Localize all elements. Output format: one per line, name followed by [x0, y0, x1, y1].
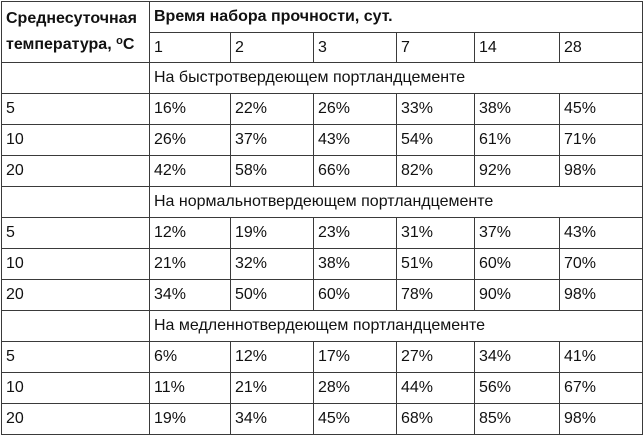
strength-value-cell: 98% [558, 155, 643, 187]
strength-value-cell: 98% [558, 403, 643, 435]
strength-value-cell: 70% [558, 248, 643, 280]
strength-value-cell: 12% [230, 341, 314, 373]
strength-value-cell: 26% [149, 124, 231, 156]
section-blank-cell [1, 310, 150, 342]
strength-value-cell: 43% [313, 124, 397, 156]
temperature-header-label: Среднесуточная температура, [6, 10, 137, 53]
strength-value-cell: 61% [474, 124, 560, 156]
strength-value-cell: 44% [396, 372, 475, 404]
strength-value-cell: 43% [558, 217, 643, 249]
table-row: 5 12% 19% 23% 31% 37% 43% [1, 217, 643, 249]
strength-value-cell: 41% [558, 341, 643, 373]
temperature-cell: 20 [1, 403, 150, 435]
section-row: На быстротвердеющем портландцементе [1, 62, 643, 94]
strength-value-cell: 58% [230, 155, 314, 187]
strength-value-cell: 56% [474, 372, 560, 404]
strength-value-cell: 50% [230, 279, 314, 311]
table-row: 5 16% 22% 26% 33% 38% 45% [1, 93, 643, 125]
table-row: 5 6% 12% 17% 27% 34% 41% [1, 341, 643, 373]
strength-value-cell: 34% [149, 279, 231, 311]
day-header-cell: 7 [396, 32, 475, 63]
degree-sign: о [116, 35, 123, 47]
temperature-column-header: Среднесуточная температура, оС [1, 1, 150, 63]
day-header-cell: 3 [313, 32, 397, 63]
section-blank-cell [1, 186, 150, 218]
strength-value-cell: 38% [474, 93, 560, 125]
day-header-cell: 28 [558, 32, 643, 63]
strength-value-cell: 98% [558, 279, 643, 311]
table-row: 20 19% 34% 45% 68% 85% 98% [1, 403, 643, 435]
temperature-cell: 20 [1, 155, 150, 187]
strength-value-cell: 12% [149, 217, 231, 249]
section-title: На медленнотвердеющем портландцементе [148, 310, 643, 342]
strength-value-cell: 66% [313, 155, 397, 187]
strength-value-cell: 67% [558, 372, 643, 404]
strength-value-cell: 17% [313, 341, 397, 373]
strength-value-cell: 22% [230, 93, 314, 125]
table-row: 20 34% 50% 60% 78% 90% 98% [1, 279, 643, 311]
temperature-cell: 5 [1, 217, 150, 249]
strength-value-cell: 45% [558, 93, 643, 125]
temperature-cell: 10 [1, 372, 150, 404]
strength-value-cell: 23% [313, 217, 397, 249]
strength-value-cell: 92% [474, 155, 560, 187]
table-row: 10 26% 37% 43% 54% 61% 71% [1, 124, 643, 156]
strength-value-cell: 21% [149, 248, 231, 280]
section-row: На медленнотвердеющем портландцементе [1, 310, 643, 342]
strength-value-cell: 21% [230, 372, 314, 404]
time-column-header: Время набора прочности, сут. [148, 1, 643, 33]
section-blank-cell [1, 62, 150, 94]
strength-value-cell: 28% [313, 372, 397, 404]
section-row: На нормальнотвердеющем портландцементе [1, 186, 643, 218]
day-header-cell: 2 [230, 32, 314, 63]
strength-value-cell: 71% [558, 124, 643, 156]
strength-value-cell: 51% [396, 248, 475, 280]
strength-value-cell: 54% [396, 124, 475, 156]
strength-value-cell: 68% [396, 403, 475, 435]
strength-value-cell: 45% [313, 403, 397, 435]
strength-value-cell: 90% [474, 279, 560, 311]
strength-value-cell: 32% [230, 248, 314, 280]
section-title: На нормальнотвердеющем портландцементе [148, 186, 643, 218]
section-title: На быстротвердеющем портландцементе [148, 62, 643, 94]
table-row: 10 21% 32% 38% 51% 60% 70% [1, 248, 643, 280]
strength-value-cell: 11% [149, 372, 231, 404]
temperature-cell: 20 [1, 279, 150, 311]
temperature-cell: 10 [1, 124, 150, 156]
day-header-cell: 14 [474, 32, 560, 63]
strength-value-cell: 37% [230, 124, 314, 156]
strength-value-cell: 38% [313, 248, 397, 280]
table-row: 20 42% 58% 66% 82% 92% 98% [1, 155, 643, 187]
strength-value-cell: 42% [149, 155, 231, 187]
strength-value-cell: 19% [230, 217, 314, 249]
temperature-unit: С [122, 36, 135, 53]
strength-value-cell: 85% [474, 403, 560, 435]
header-row: Среднесуточная температура, оС Время наб… [1, 1, 643, 63]
strength-value-cell: 37% [474, 217, 560, 249]
strength-value-cell: 31% [396, 217, 475, 249]
strength-value-cell: 6% [149, 341, 231, 373]
table-row: 10 11% 21% 28% 44% 56% 67% [1, 372, 643, 404]
day-header-cell: 1 [149, 32, 231, 63]
strength-value-cell: 60% [313, 279, 397, 311]
strength-value-cell: 34% [474, 341, 560, 373]
temperature-cell: 5 [1, 93, 150, 125]
strength-value-cell: 60% [474, 248, 560, 280]
temperature-cell: 10 [1, 248, 150, 280]
strength-value-cell: 19% [149, 403, 231, 435]
strength-value-cell: 82% [396, 155, 475, 187]
strength-value-cell: 26% [313, 93, 397, 125]
strength-value-cell: 16% [149, 93, 231, 125]
strength-value-cell: 33% [396, 93, 475, 125]
strength-value-cell: 34% [230, 403, 314, 435]
temperature-cell: 5 [1, 341, 150, 373]
strength-value-cell: 78% [396, 279, 475, 311]
strength-value-cell: 27% [396, 341, 475, 373]
